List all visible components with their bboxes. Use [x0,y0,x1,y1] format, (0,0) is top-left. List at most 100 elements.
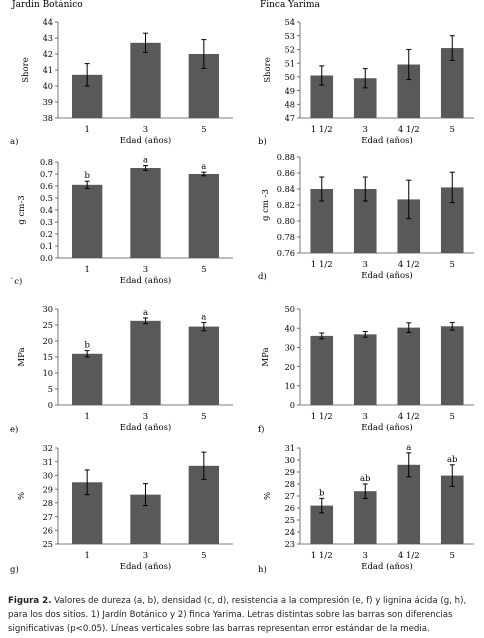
y-tick-label: 5 [48,384,53,394]
y-tick-label: 26 [285,503,295,513]
x-axis-label: Edad (años) [120,275,172,286]
x-tick-label: 1 1/2 [311,412,333,422]
y-tick-label: 20 [285,362,295,372]
x-tick-label: 3 [143,125,148,135]
y-tick-label: 40 [43,81,53,91]
bar [130,42,161,118]
x-tick-label: 1 1/2 [311,551,333,561]
chart-panel-d: 0.76 0.78 0.80 0.82 0.84 0.86 0.88 g cm -3 1 1/2… [258,152,474,282]
bar [440,475,464,544]
x-axis-label: Edad (años) [120,135,172,146]
y-tick-label: 0.8 [40,157,53,167]
x-tick-label: 5 [201,265,206,275]
significance-letter: a [201,312,206,322]
x-axis-label: Edad (años) [361,135,413,146]
y-tick-label: 0 [290,400,295,410]
y-tick-label: 0.80 [277,216,295,226]
bar [72,184,103,258]
figure-caption: Figura 2. Valores de dureza (a, b), dens… [8,594,478,636]
bar [310,335,334,405]
chart-title: Finca Yarima [260,0,321,10]
y-tick-label: 27 [285,491,295,501]
y-tick-label: 40 [285,323,295,333]
significance-letter: b [319,488,325,498]
y-tick-label: 15 [43,352,53,362]
x-tick-label: 3 [143,265,148,275]
y-tick-label: 50 [285,72,295,82]
y-tick-label: 31 [43,457,53,467]
y-tick-label: 31 [285,443,295,453]
x-tick-label: 5 [201,125,206,135]
y-tick-label: 10 [285,381,295,391]
x-axis-label: Edad (años) [361,422,413,433]
bar [440,48,464,118]
x-tick-label: 3 [143,412,148,422]
y-tick-label: 0.76 [277,248,295,258]
x-tick-label: 5 [450,412,455,422]
x-tick-label: 1 1/2 [311,125,333,135]
x-tick-label: 1 [84,412,89,422]
y-tick-label: 47 [285,113,295,123]
chart-panel-f: 0 10 20 30 40 50 MPa 1 1/2 3 4 1/2 5 Edad (años) f) [258,304,474,435]
y-axis-label: Shore [21,57,31,83]
y-tick-label: 39 [43,97,53,107]
y-tick-label: 0.1 [40,241,53,251]
y-tick-label: 41 [43,65,53,75]
bar [310,505,334,544]
x-tick-label: 4 1/2 [398,260,420,270]
panel-label: f) [258,424,264,435]
y-tick-label: 52 [285,45,295,55]
bar [130,320,161,405]
chart-panel-e: 0 5 10 15 20 25 30 MPa b 1 a 3 a 5 Edad (años) e) [10,304,233,435]
panel-label: e) [10,424,18,435]
caption-label: Figura 2. [8,596,52,606]
y-tick-label: 24 [285,527,295,537]
bar [353,189,377,253]
x-tick-label: 5 [450,125,455,135]
y-tick-label: 0.0 [40,253,53,263]
y-axis-label: % [263,492,273,500]
panel-label: g) [10,564,19,575]
bar [397,327,421,405]
y-tick-label: 29 [43,484,53,494]
y-axis-label: MPa [261,347,271,366]
bar [397,199,421,253]
x-tick-label: 1 1/2 [311,260,333,270]
y-axis-label: g cm -3 [261,189,271,221]
y-tick-label: 0.3 [40,217,53,227]
y-tick-label: 0.2 [40,229,53,239]
chart-title: Jardín Botánico [11,0,83,10]
chart-panel-g: 25 26 27 28 29 30 31 32% 1 3 5 Edad (años) g) [10,443,233,575]
y-tick-label: 0.88 [277,152,295,162]
figure-panels: Jardín Botánico 38 39 40 41 42 43 44 Shore 1 3 5 Eda… [10,0,474,575]
chart-panel-h: 23 24 25 26 27 28 29 30 31% b 1 1/2 ab 3 a 4 1/2 ab 5 Eda… [258,443,474,575]
y-tick-label: 0.6 [40,181,53,191]
significance-letter: a [143,308,148,318]
significance-letter: b [84,341,90,351]
y-tick-label: 0.78 [277,232,295,242]
y-tick-label: 50 [285,304,295,314]
y-tick-label: 30 [43,304,53,314]
bar [397,464,421,544]
y-tick-label: 30 [285,455,295,465]
y-tick-label: 0.86 [277,168,295,178]
y-tick-label: 42 [43,49,53,59]
y-tick-label: 25 [285,515,295,525]
y-tick-label: 0.5 [40,193,53,203]
chart-panel-a: Jardín Botánico 38 39 40 41 42 43 44 Shore 1 3 5 Eda… [10,0,233,147]
y-tick-label: 10 [43,368,53,378]
y-tick-label: 0.7 [40,169,53,179]
panel-label: b) [258,136,267,147]
y-tick-label: 30 [43,471,53,481]
panel-label: d) [258,271,267,282]
bar [440,187,464,253]
y-axis-label: g cm-3 [17,195,27,224]
bar [353,334,377,405]
x-axis-label: Edad (años) [361,270,413,281]
x-tick-label: 3 [363,125,368,135]
x-tick-label: 4 1/2 [398,412,420,422]
y-tick-label: 51 [285,58,295,68]
panel-label: a) [10,136,18,147]
y-tick-label: 29 [285,467,295,477]
caption-text: Valores de dureza (a, b), densidad (c, d… [8,596,467,634]
